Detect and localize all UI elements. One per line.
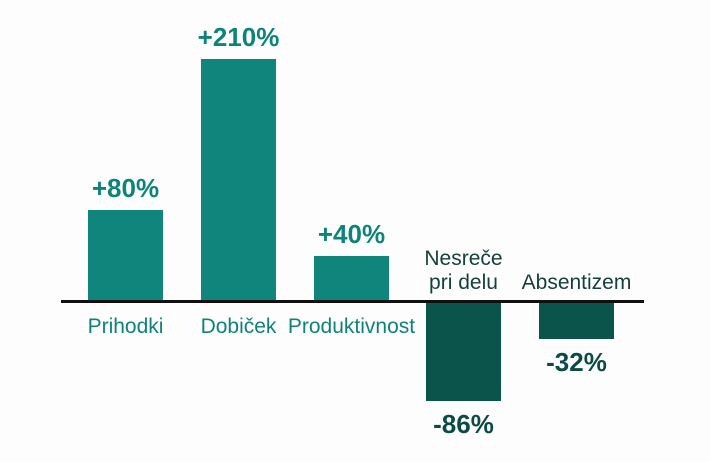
bar-absentizem [539, 302, 614, 339]
category-label-produktivnost: Produktivnost [287, 315, 416, 338]
bar-prihodki [88, 210, 163, 302]
value-label-dobi-ek: +210% [197, 22, 280, 52]
bar-nesre-e-pri-delu [426, 302, 501, 401]
bar-dobi-ek [201, 59, 276, 302]
value-label-produktivnost: +40% [317, 219, 386, 249]
bar-produktivnost [314, 256, 389, 302]
category-label-nesre-e-pri-delu: Nesreče pri delu [424, 247, 503, 294]
category-label-prihodki: Prihodki [87, 315, 164, 338]
value-label-nesre-e-pri-delu: -86% [433, 409, 494, 439]
category-label-absentizem: Absentizem [521, 271, 632, 294]
x-axis-line [61, 300, 644, 303]
value-label-absentizem: -32% [546, 347, 607, 377]
value-label-prihodki: +80% [91, 173, 160, 203]
category-label-dobi-ek: Dobiček [200, 315, 277, 338]
